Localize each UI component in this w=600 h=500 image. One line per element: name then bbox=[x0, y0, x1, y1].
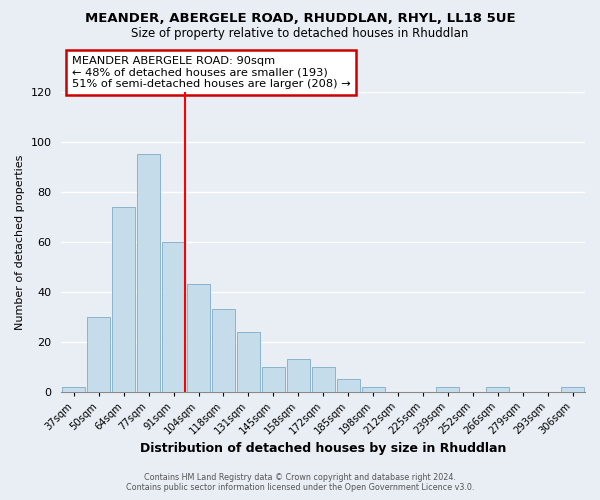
Bar bbox=[486, 387, 509, 392]
Bar bbox=[561, 387, 584, 392]
Bar bbox=[162, 242, 185, 392]
X-axis label: Distribution of detached houses by size in Rhuddlan: Distribution of detached houses by size … bbox=[140, 442, 506, 455]
Y-axis label: Number of detached properties: Number of detached properties bbox=[15, 154, 25, 330]
Bar bbox=[62, 387, 85, 392]
Bar bbox=[112, 207, 135, 392]
Bar bbox=[212, 310, 235, 392]
Bar bbox=[436, 387, 460, 392]
Bar bbox=[137, 154, 160, 392]
Text: MEANDER, ABERGELE ROAD, RHUDDLAN, RHYL, LL18 5UE: MEANDER, ABERGELE ROAD, RHUDDLAN, RHYL, … bbox=[85, 12, 515, 26]
Bar bbox=[362, 387, 385, 392]
Text: MEANDER ABERGELE ROAD: 90sqm
← 48% of detached houses are smaller (193)
51% of s: MEANDER ABERGELE ROAD: 90sqm ← 48% of de… bbox=[72, 56, 350, 89]
Bar bbox=[262, 367, 285, 392]
Bar bbox=[337, 380, 359, 392]
Bar bbox=[187, 284, 210, 392]
Bar bbox=[287, 360, 310, 392]
Bar bbox=[312, 367, 335, 392]
Bar bbox=[237, 332, 260, 392]
Text: Size of property relative to detached houses in Rhuddlan: Size of property relative to detached ho… bbox=[131, 28, 469, 40]
Text: Contains HM Land Registry data © Crown copyright and database right 2024.
Contai: Contains HM Land Registry data © Crown c… bbox=[126, 473, 474, 492]
Bar bbox=[88, 317, 110, 392]
